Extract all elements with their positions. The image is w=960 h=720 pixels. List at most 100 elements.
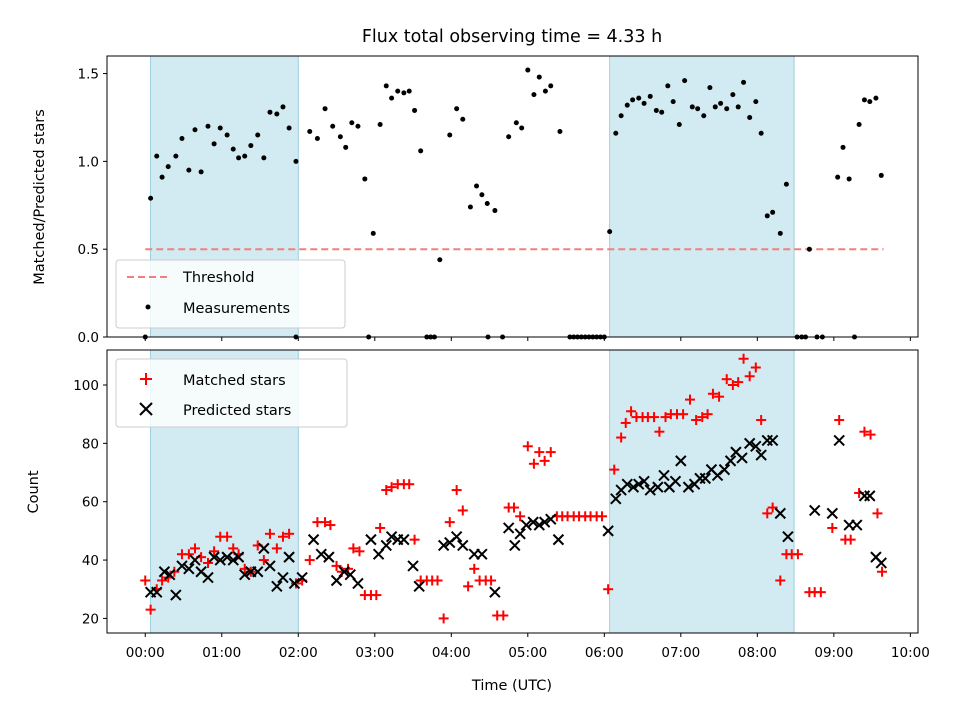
measurement-point [355,123,361,129]
matched-star-point [714,391,725,402]
measurement-point [186,167,192,173]
measurement-point [343,144,349,150]
top-ytick-label: 0.0 [78,330,99,346]
matched-star-point [616,432,627,443]
predicted-star-point [675,455,687,467]
matched-star-point [738,353,749,364]
matched-star-point [721,374,732,385]
measurement-point [418,148,424,154]
predicted-star-point [724,455,737,467]
measurement-point [154,153,160,159]
bottom-ytick-label: 20 [82,611,99,627]
measurement-point [835,174,841,180]
top-legend-box [115,259,346,329]
legend-predicted-label: Predicted stars [183,403,291,419]
matched-star-point [331,560,342,571]
measurement-point [536,74,542,80]
predicted-star-point [239,568,251,581]
measurement-point [613,130,619,136]
predicted-star-point [699,472,712,485]
predicted-star-point [352,577,364,590]
bottom-y-axis-label: Count [26,470,42,513]
matched-star-point [371,590,382,601]
predicted-star-point [208,551,220,563]
measurement-point [377,121,383,127]
matched-star-point [228,543,239,554]
top-ytick-label: 1.0 [78,154,99,170]
measurement-point [707,85,713,91]
matched-stars-points [140,353,888,624]
predicted-star-point [283,551,295,563]
predicted-star-point [658,469,670,482]
xtick-label: 03:00 [355,645,394,661]
measurement-point [447,132,453,138]
bottom-legend-box [115,358,348,428]
predicted-star-point [338,566,350,578]
matched-star-point [509,502,520,513]
predicted-star-point [252,566,264,578]
measurement-point [712,104,718,110]
matched-star-point [386,482,397,493]
matched-star-point [649,412,660,423]
measurement-point [701,113,707,119]
legend-threshold-label: Threshold [182,270,254,286]
predicted-star-point [833,434,845,447]
predicted-star-point [398,533,410,546]
legend-matched-swatch [140,373,152,385]
predicted-star-point [380,539,392,552]
matched-star-point [145,604,156,615]
measurement-point [192,127,198,133]
legend-measurements-label: Measurements [183,301,290,317]
measurement-point [747,114,753,120]
predicted-star-point [258,542,270,555]
xtick-label: 01:00 [202,645,241,661]
measurement-point [548,83,554,89]
predicted-star-point [809,504,821,517]
measurement-point [519,125,525,131]
measurement-point [861,97,867,103]
matched-star-point [320,517,331,528]
predicted-star-point [669,475,682,487]
x-axis-label: Time (UTC) [471,678,552,694]
bottom-ytick-label: 100 [73,378,99,394]
predicted-star-point [315,548,327,560]
measurement-point [173,153,179,159]
matched-star-point [767,502,778,513]
measurement-point [636,95,642,101]
matched-star-point [169,566,180,577]
shaded-region-2 [609,349,795,634]
measurement-point [479,192,485,198]
matched-star-point [534,447,545,458]
matched-star-point [264,528,275,539]
bottom-ytick-label: 80 [82,436,99,452]
bottom-x-ticks: 00:00 01:00 02:00 03:00 04:00 05:00 06:00 07:00… [126,633,930,661]
measurement-point [735,104,741,110]
predicted-star-point [545,513,557,525]
measurement-point [753,99,759,105]
matched-star-point [756,415,767,426]
matched-star-point [432,575,443,586]
predicted-star-point [644,484,656,496]
matched-star-point [603,584,614,595]
predicted-star-point [450,531,463,543]
predicted-star-point [851,519,863,531]
predicted-star-point [407,560,419,572]
measurement-point [159,174,165,180]
predicted-star-point [520,519,532,531]
predicted-star-point [610,493,622,505]
measurement-point [525,67,531,73]
measurement-point [840,144,846,150]
xtick-label: 06:00 [585,645,624,661]
measurement-point [659,109,665,115]
measurement-point [460,116,466,122]
predicted-star-point [652,481,664,493]
predicted-star-point [766,434,779,447]
measurement-point [274,111,280,117]
measurement-point [730,92,736,98]
predicted-star-point [682,481,695,493]
predicted-star-point [514,528,526,540]
measurement-point [474,183,480,189]
measurement-point [224,132,230,138]
matched-star-point [707,388,718,399]
predicted-star-point [151,586,163,598]
